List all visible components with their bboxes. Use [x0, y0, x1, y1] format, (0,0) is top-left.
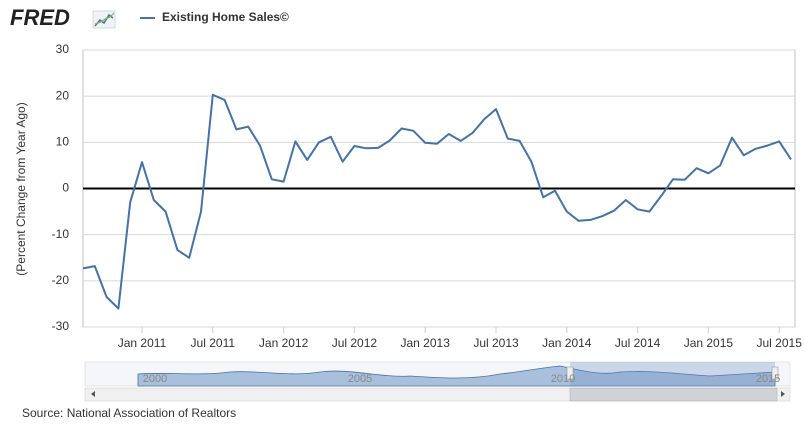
y-axis-label: (Percent Change from Year Ago)	[14, 102, 28, 275]
navigator	[84, 361, 791, 402]
logo: FRED	[10, 5, 70, 30]
y-tick-label: -20	[52, 273, 70, 287]
navigator-label: 2010	[551, 373, 575, 385]
x-tick-label: Jul 2015	[757, 336, 803, 350]
navigator-label: 2015	[756, 373, 780, 385]
x-tick-label: Jan 2011	[118, 336, 167, 350]
x-tick-label: Jul 2013	[473, 336, 519, 350]
x-tick-label: Jan 2014	[542, 336, 592, 350]
x-tick-label: Jan 2012	[259, 336, 309, 350]
navigator-labels: 2000 2005 2010 2015	[143, 373, 780, 385]
navigator-label: 2005	[348, 373, 372, 385]
y-tick-label: 20	[56, 88, 70, 102]
line-series	[82, 93, 792, 310]
y-tick-label: 0	[62, 181, 69, 195]
y-tick-label: -10	[52, 227, 70, 241]
legend-label: Existing Home Sales©	[162, 10, 289, 24]
logo-icon	[92, 10, 116, 29]
x-tick-label: Jul 2011	[191, 336, 236, 350]
navigator-label: 2000	[143, 373, 167, 385]
x-tick-label: Jan 2015	[684, 336, 734, 350]
y-tick-label: 30	[56, 42, 70, 56]
y-tick-label: -30	[52, 319, 70, 333]
source: Source: National Association of Realtors	[22, 406, 236, 420]
x-tick-label: Jul 2014	[615, 336, 661, 350]
y-tick-label: 10	[56, 135, 70, 149]
plot-area	[82, 49, 795, 333]
x-tick-label: Jul 2012	[332, 336, 378, 350]
x-tick-label: Jan 2013	[401, 336, 451, 350]
